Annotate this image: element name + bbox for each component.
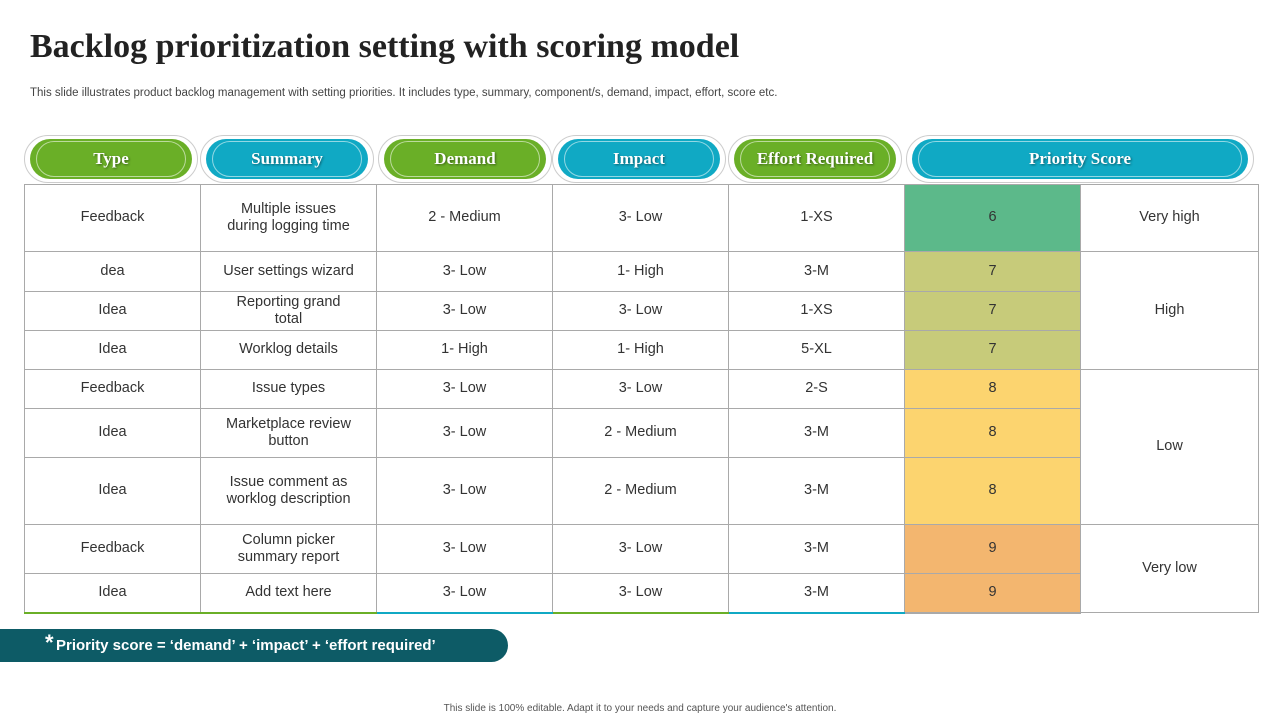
- cell-summary: Column picker summary report: [200, 524, 377, 574]
- table-row: Feedback Issue types 3- Low 3- Low 2-S 8 Low: [24, 369, 1259, 525]
- cell-effort: 5-XL: [728, 330, 905, 370]
- footnote-asterisk: *: [45, 630, 54, 655]
- cell-demand: 3- Low: [376, 573, 553, 614]
- cell-effort: 2-S: [728, 369, 905, 409]
- header-type-label: Type: [93, 149, 129, 168]
- cell-priority-label: High: [1080, 251, 1259, 370]
- header-effort-required: Effort Required: [728, 135, 902, 183]
- cell-impact: 2 - Medium: [552, 408, 729, 458]
- cell-score: 6: [904, 184, 1081, 252]
- cell-priority-label: Low: [1080, 369, 1259, 525]
- cell-summary: Marketplace review button: [200, 408, 377, 458]
- header-impact-label: Impact: [613, 149, 665, 168]
- cell-impact: 2 - Medium: [552, 457, 729, 525]
- cell-score: 7: [904, 330, 1081, 370]
- cell-demand: 2 - Medium: [376, 184, 553, 252]
- cell-type: Feedback: [24, 184, 201, 252]
- cell-summary: Issue comment as worklog description: [200, 457, 377, 525]
- table-row: dea User settings wizard 3- Low 1- High 3-M 7…: [24, 251, 1259, 370]
- cell-effort: 3-M: [728, 573, 905, 614]
- cell-type: Feedback: [24, 524, 201, 574]
- cell-demand: 3- Low: [376, 408, 553, 458]
- cell-type: Idea: [24, 330, 201, 370]
- cell-priority-label: Very low: [1080, 524, 1259, 613]
- cell-score: 7: [904, 291, 1081, 331]
- cell-priority-label: Very high: [1080, 184, 1259, 252]
- page-subtitle: This slide illustrates product backlog m…: [30, 87, 778, 99]
- header-priority-score: Priority Score: [906, 135, 1254, 183]
- table-row: Idea Add text here 3- Low 3- Low 3-M 9: [24, 573, 1259, 614]
- cell-summary: User settings wizard: [200, 251, 377, 292]
- cell-effort: 3-M: [728, 251, 905, 292]
- header-priority-label: Priority Score: [1028, 149, 1132, 168]
- cell-demand: 3- Low: [376, 457, 553, 525]
- table-row: Idea Issue comment as worklog description…: [24, 457, 1259, 525]
- cell-impact: 1- High: [552, 330, 729, 370]
- cell-summary: Issue types: [200, 369, 377, 409]
- cell-impact: 3- Low: [552, 291, 729, 331]
- cell-demand: 3- Low: [376, 369, 553, 409]
- cell-impact: 3- Low: [552, 369, 729, 409]
- cell-summary: Add text here: [200, 573, 377, 614]
- cell-score: 9: [904, 573, 1081, 614]
- cell-effort: 3-M: [728, 457, 905, 525]
- table-row: Idea Worklog details 1- High 1- High 5-XL 7: [24, 330, 1259, 370]
- cell-summary: Multiple issues during logging time: [200, 184, 377, 252]
- cell-score: 8: [904, 457, 1081, 525]
- page-title: Backlog prioritization setting with scor…: [30, 28, 740, 65]
- header-type: Type: [24, 135, 198, 183]
- cell-type: dea: [24, 251, 201, 292]
- cell-demand: 3- Low: [376, 291, 553, 331]
- footnote-text: Priority score = ‘demand’ + ‘impact’ + ‘…: [56, 637, 436, 654]
- cell-effort: 3-M: [728, 524, 905, 574]
- header-summary-label: Summary: [251, 149, 323, 168]
- cell-type: Idea: [24, 457, 201, 525]
- backlog-table: Feedback Multiple issues during logging t…: [24, 184, 1259, 614]
- cell-type: Feedback: [24, 369, 201, 409]
- cell-impact: 1- High: [552, 251, 729, 292]
- cell-demand: 3- Low: [376, 251, 553, 292]
- header-effort-label: Effort Required: [756, 149, 874, 168]
- cell-impact: 3- Low: [552, 524, 729, 574]
- cell-summary: Reporting grand total: [200, 291, 377, 331]
- footer-note: This slide is 100% editable. Adapt it to…: [443, 703, 837, 714]
- cell-score: 7: [904, 251, 1081, 292]
- cell-score: 8: [904, 369, 1081, 409]
- table-row: Feedback Multiple issues during logging t…: [24, 184, 1259, 252]
- cell-impact: 3- Low: [552, 184, 729, 252]
- cell-score: 8: [904, 408, 1081, 458]
- cell-type: Idea: [24, 408, 201, 458]
- formula-footnote: * Priority score = ‘demand’ + ‘impact’ +…: [0, 629, 508, 662]
- cell-impact: 3- Low: [552, 573, 729, 614]
- cell-effort: 1-XS: [728, 184, 905, 252]
- cell-demand: 1- High: [376, 330, 553, 370]
- cell-demand: 3- Low: [376, 524, 553, 574]
- table-row: Idea Reporting grand total 3- Low 3- Low 1-X…: [24, 291, 1259, 331]
- table-row: Feedback Column picker summary report 3- L…: [24, 524, 1259, 613]
- header-demand: Demand: [378, 135, 552, 183]
- header-demand-label: Demand: [434, 149, 496, 168]
- cell-type: Idea: [24, 291, 201, 331]
- backlog-table-body: Feedback Multiple issues during logging t…: [24, 184, 1259, 614]
- header-summary: Summary: [200, 135, 374, 183]
- header-impact: Impact: [552, 135, 726, 183]
- cell-type: Idea: [24, 573, 201, 614]
- cell-score: 9: [904, 524, 1081, 574]
- cell-effort: 3-M: [728, 408, 905, 458]
- cell-summary: Worklog details: [200, 330, 377, 370]
- table-row: Idea Marketplace review button 3- Low 2 - M…: [24, 408, 1259, 458]
- cell-effort: 1-XS: [728, 291, 905, 331]
